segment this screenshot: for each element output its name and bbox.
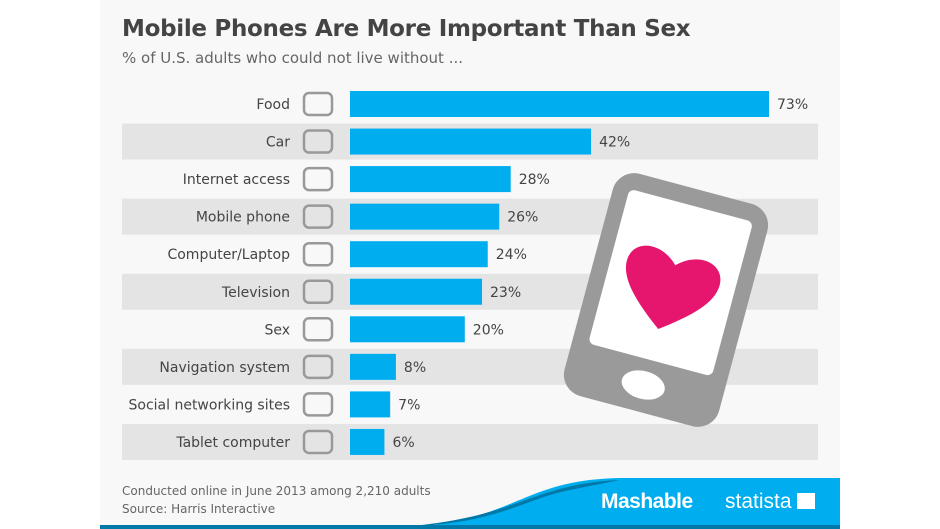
- phone-illustration: [563, 173, 769, 427]
- value-label: 6%: [392, 435, 414, 451]
- bar: [350, 316, 465, 343]
- cutlery-icon: [302, 91, 334, 117]
- category-label: Tablet computer: [175, 435, 290, 451]
- value-label: 73%: [777, 97, 808, 113]
- bar: [350, 391, 391, 418]
- bar: [350, 166, 511, 193]
- value-label: 26%: [507, 210, 538, 226]
- chart-title: Mobile Phones Are More Important Than Se…: [122, 16, 691, 42]
- phone-button: [621, 370, 665, 400]
- mobile-phone-icon: [302, 204, 334, 229]
- category-label: Social networking sites: [129, 397, 291, 413]
- heart-icon: [625, 245, 721, 329]
- bar: [350, 128, 592, 155]
- bar: [350, 278, 483, 305]
- television-icon: [302, 279, 334, 304]
- footer-note: Conducted online in June 2013 among 2,21…: [122, 484, 431, 498]
- category-label: Computer/Laptop: [167, 247, 290, 263]
- value-label: 28%: [519, 172, 550, 188]
- people-icon: [302, 392, 334, 417]
- compass-icon: [302, 354, 334, 380]
- footer-band: [100, 478, 840, 529]
- bar: [350, 353, 396, 380]
- tablet-icon: [302, 429, 334, 455]
- bar: [350, 91, 769, 117]
- category-label: Navigation system: [159, 360, 290, 376]
- value-label: 23%: [490, 285, 521, 301]
- statista-logo: statista: [725, 490, 816, 514]
- category-label: Food: [256, 97, 290, 113]
- chart-subtitle: % of U.S. adults who could not live with…: [122, 49, 464, 67]
- globe-cursor-icon: [302, 166, 334, 192]
- bar-chart: Food 73% Car 42% Internet access 28% Mobile ph…: [100, 91, 840, 529]
- category-label: Car: [266, 135, 290, 151]
- bar: [350, 203, 500, 230]
- value-label: 42%: [599, 135, 630, 151]
- bar: [350, 241, 488, 268]
- infographic: Mobile Phones Are More Important Than Se…: [100, 0, 840, 529]
- category-label: Internet access: [183, 172, 290, 188]
- bar: [350, 428, 385, 455]
- heart-icon: [302, 317, 334, 342]
- category-label: Sex: [264, 322, 290, 338]
- value-label: 20%: [473, 322, 504, 338]
- value-label: 7%: [398, 397, 420, 413]
- mashable-logo: Mashable: [601, 490, 693, 513]
- car-icon: [302, 129, 334, 154]
- category-label: Television: [221, 285, 290, 301]
- value-label: 8%: [404, 360, 426, 376]
- footer-source: Source: Harris Interactive: [122, 502, 276, 516]
- row-stripe: [122, 423, 818, 460]
- category-label: Mobile phone: [196, 210, 290, 226]
- value-label: 24%: [496, 247, 527, 263]
- laptop-icon: [302, 241, 334, 267]
